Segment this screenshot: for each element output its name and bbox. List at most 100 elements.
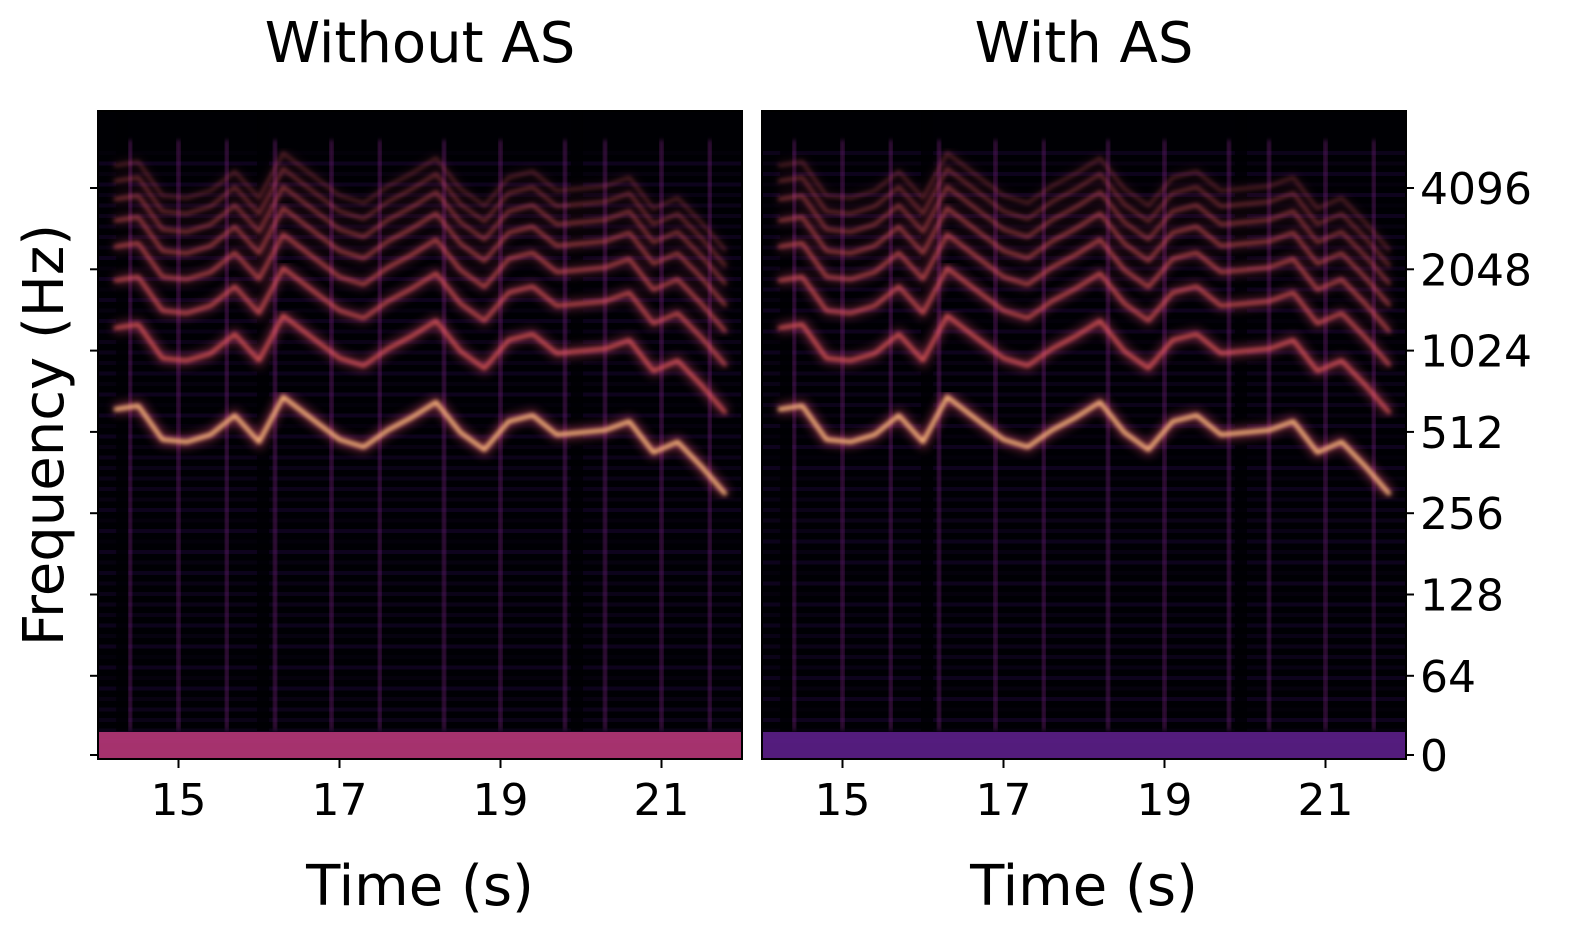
- noise-band: [98, 686, 742, 691]
- noise-band: [762, 718, 1406, 722]
- noise-band: [98, 623, 742, 628]
- noise-band: [98, 560, 742, 565]
- harmonic-contour-7: [113, 167, 728, 268]
- x-tick-label: 17: [976, 775, 1032, 826]
- noise-band: [98, 382, 742, 386]
- noise-band: [762, 697, 1406, 701]
- harmonic-contour-4: [777, 232, 1392, 333]
- noise-band: [762, 613, 1406, 617]
- noise-band: [762, 497, 1406, 502]
- noise-band: [98, 256, 742, 260]
- noise-band: [98, 665, 742, 670]
- noise-band: [762, 319, 1406, 323]
- noise-band: [98, 308, 742, 313]
- noise-band: [98, 403, 742, 407]
- noise-band: [98, 172, 742, 176]
- noise-band: [98, 424, 742, 428]
- onset-streak: [442, 140, 447, 730]
- noise-band: [762, 214, 1406, 218]
- noise-band: [98, 707, 742, 712]
- onset-streak: [273, 140, 278, 730]
- noise-band: [762, 518, 1406, 523]
- noise-band: [762, 161, 1406, 166]
- y-tick-label: 512: [1420, 408, 1504, 459]
- noise-band: [98, 697, 742, 701]
- silence-gap: [570, 111, 583, 731]
- noise-band: [98, 718, 742, 722]
- onset-streak: [176, 140, 181, 730]
- noise-band: [98, 760, 742, 764]
- noise-band: [762, 487, 1406, 491]
- silence-gap: [1234, 111, 1247, 731]
- x-tick-label: 17: [312, 775, 368, 826]
- onset-streak: [888, 140, 893, 730]
- noise-band: [98, 235, 742, 239]
- noise-band: [98, 266, 742, 271]
- harmonic-contour-8: [113, 151, 728, 252]
- noise-band: [98, 518, 742, 523]
- onset-streak: [1267, 140, 1272, 730]
- harmonic-contour-5: [113, 206, 728, 307]
- noise-band: [762, 455, 1406, 460]
- onset-streak: [707, 140, 712, 730]
- noise-band: [98, 487, 742, 491]
- noise-band: [98, 445, 742, 449]
- x-axis-without-as: 15 17 19 21: [151, 759, 690, 826]
- y-axis-label: Frequency (Hz): [12, 224, 77, 646]
- noise-band: [762, 392, 1406, 397]
- silence-gap: [780, 111, 793, 731]
- noise-band: [762, 298, 1406, 302]
- noise-band: [762, 665, 1406, 670]
- noise-band: [98, 539, 742, 544]
- panel-title-without-as: Without AS: [265, 11, 576, 76]
- panel-frame-without-as: [97, 110, 743, 760]
- noise-band: [98, 644, 742, 649]
- onset-streak: [840, 140, 845, 730]
- noise-band: [762, 560, 1406, 565]
- noise-band: [762, 193, 1406, 197]
- y-tick-label: 1024: [1420, 327, 1532, 378]
- noise-band: [762, 728, 1406, 733]
- noise-band: [762, 403, 1406, 407]
- noise-band: [762, 235, 1406, 239]
- noise-band: [98, 287, 742, 292]
- noise-band: [762, 266, 1406, 271]
- harmonic-contour-3: [777, 266, 1392, 367]
- noise-band: [762, 644, 1406, 649]
- noise-band: [98, 319, 742, 323]
- noise-band: [762, 434, 1406, 439]
- harmonic-contour-2: [113, 314, 728, 415]
- spectrogram-without-as: [98, 111, 742, 775]
- noise-band: [762, 539, 1406, 544]
- harmonic-contour-7: [777, 167, 1392, 268]
- onset-streak: [603, 140, 608, 730]
- noise-band: [762, 508, 1406, 512]
- harmonic-contour-2: [777, 314, 1392, 415]
- x-tick-label: 21: [634, 775, 690, 826]
- noise-band: [762, 340, 1406, 344]
- panel-frame-with-as: [761, 110, 1407, 760]
- noise-band: [98, 392, 742, 397]
- noise-band: [762, 686, 1406, 691]
- noise-band: [98, 771, 742, 775]
- x-axis-with-as: 15 17 19 21: [815, 759, 1354, 826]
- noise-band: [98, 728, 742, 733]
- y-axis-right: 0 64 128 256 512 1024 2048 4096: [1406, 164, 1532, 782]
- onset-streak: [128, 140, 133, 730]
- noise-band: [762, 592, 1406, 596]
- noise-band: [762, 151, 1406, 155]
- noise-band: [762, 308, 1406, 313]
- noise-band: [98, 466, 742, 470]
- noise-band: [762, 371, 1406, 376]
- x-tick-label: 21: [1298, 775, 1354, 826]
- noise-band: [98, 655, 742, 659]
- noise-band: [762, 623, 1406, 628]
- onset-streak: [937, 140, 942, 730]
- noise-band: [98, 676, 742, 680]
- noise-band: [98, 434, 742, 439]
- harmonic-contour-8: [777, 151, 1392, 252]
- noise-band: [98, 508, 742, 512]
- harmonic-contour-6: [113, 185, 728, 286]
- noise-band: [762, 760, 1406, 764]
- dc-band: [98, 732, 742, 759]
